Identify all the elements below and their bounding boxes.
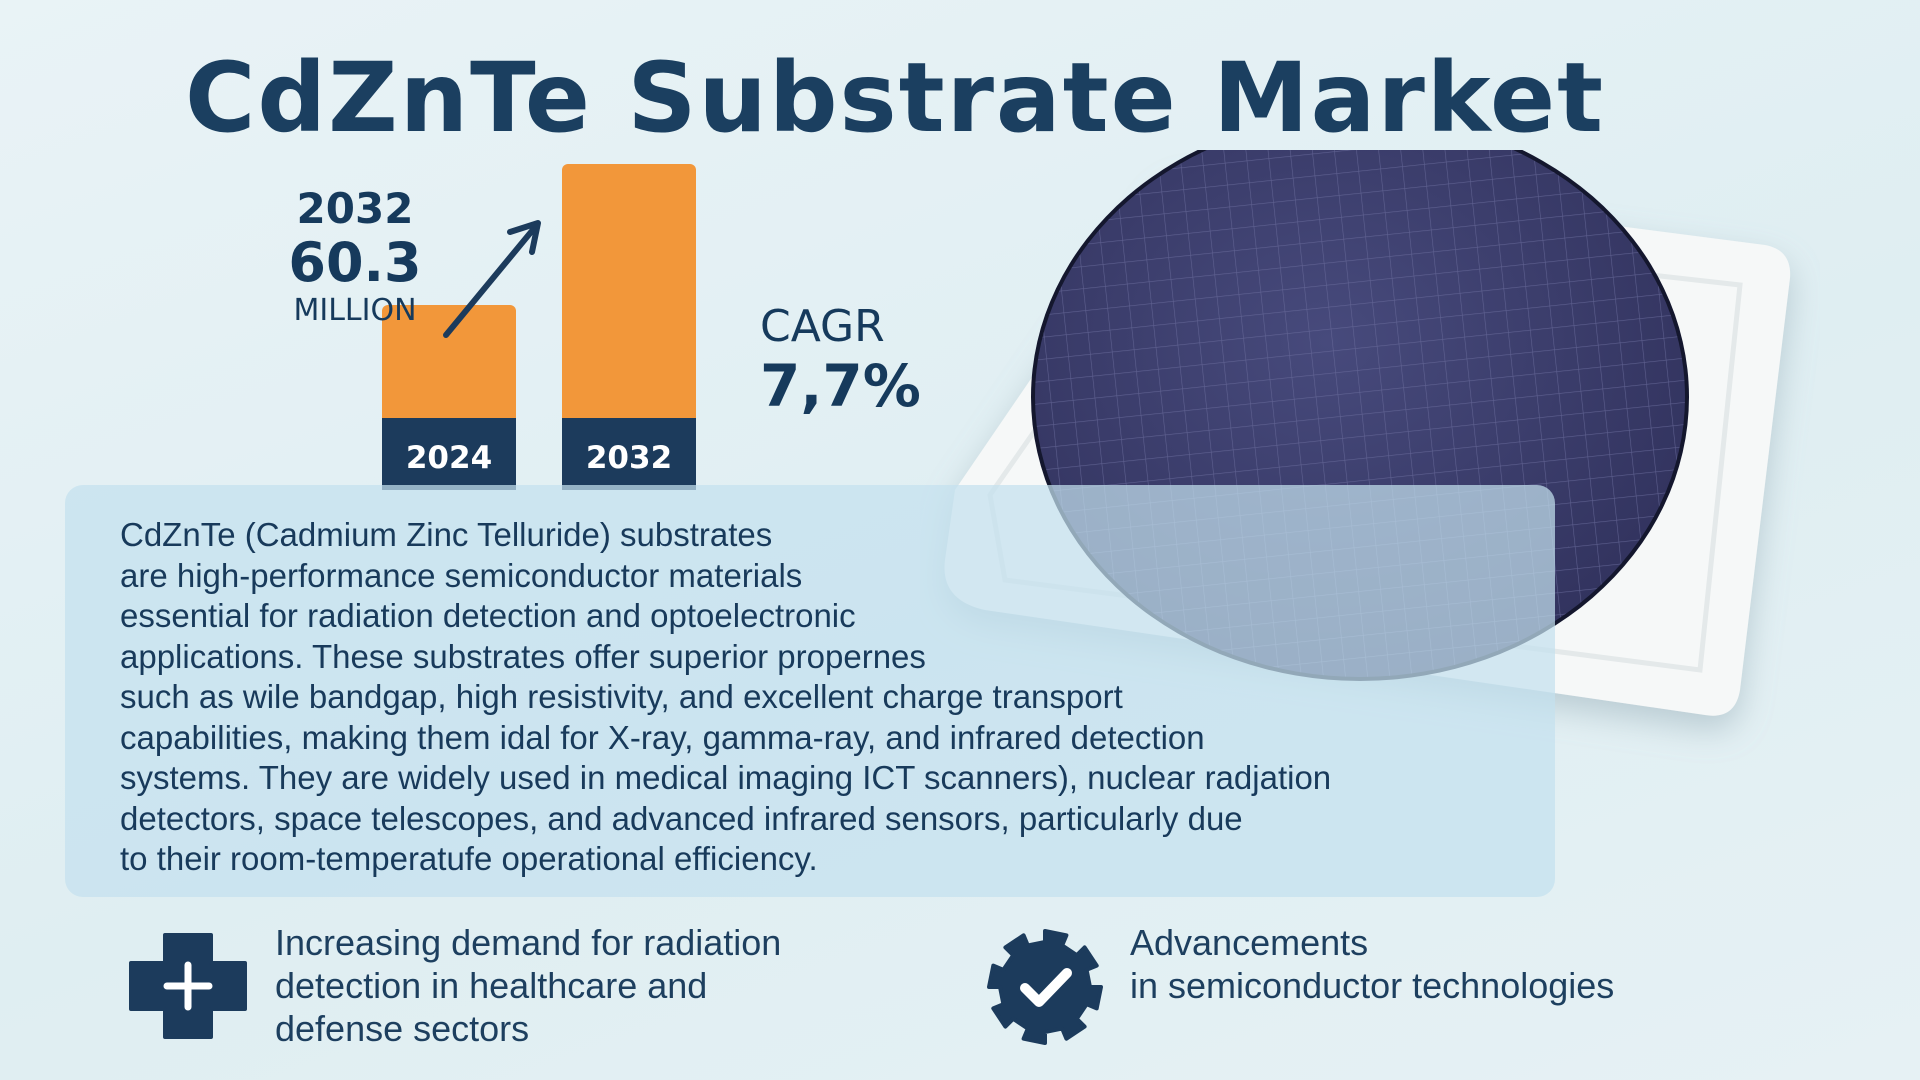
cagr-value: 7,7% (760, 352, 921, 420)
gear-check-icon (987, 929, 1103, 1045)
medical-cross-icon (129, 933, 247, 1039)
description-text: CdZnTe (Cadmium Zinc Telluride) substrat… (120, 516, 1332, 877)
forecast-callout: 2032 60.3 MILLION (270, 185, 440, 329)
bar-label-2032: 2032 (586, 440, 672, 476)
feature-semiconductor-text: Advancements in semiconductor technologi… (1130, 922, 1615, 1006)
feature-healthcare-text: Increasing demand for radiation detectio… (275, 922, 782, 1049)
page-title: CdZnTe Substrate Market (184, 42, 1606, 154)
growth-arrow-icon (443, 220, 541, 338)
bar-value-2032 (562, 164, 696, 480)
bar-2032: 2032 (562, 164, 696, 490)
cagr-label: CAGR (760, 301, 885, 352)
callout-unit: MILLION (293, 293, 417, 328)
description-panel: CdZnTe (Cadmium Zinc Telluride) substrat… (65, 485, 1555, 897)
cagr-block: CAGR 7,7% (760, 300, 921, 418)
bar-2024: 2024 (382, 304, 516, 490)
bar-label-2024: 2024 (406, 440, 492, 476)
bar-base-2024 (382, 418, 516, 490)
market-bar-chart: 2024 2032 (382, 164, 696, 490)
callout-value: 60.3 (288, 231, 422, 294)
bar-base-2032 (562, 418, 696, 490)
callout-year: 2032 (296, 184, 414, 233)
